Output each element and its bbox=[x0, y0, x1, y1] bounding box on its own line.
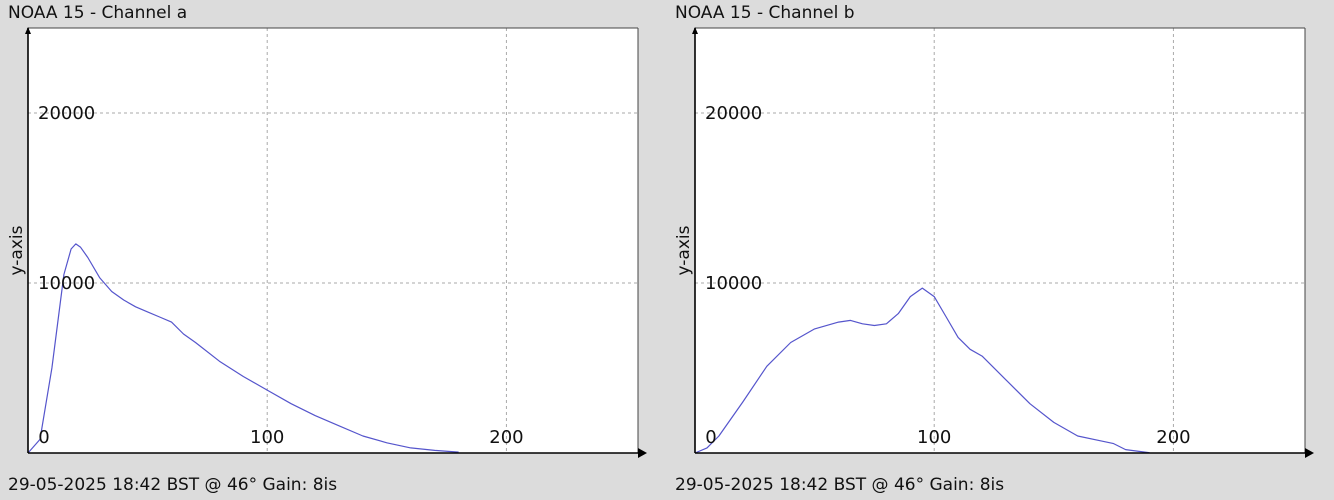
y-axis-label: y-axis bbox=[674, 225, 694, 275]
x-tick-label: 200 bbox=[1156, 427, 1190, 448]
series-line bbox=[27, 243, 459, 454]
x-tick-label: 100 bbox=[250, 427, 284, 448]
chart-plot-a: 0 100 200 10000 20000 y-axis bbox=[7, 27, 647, 458]
x-tick-label: 100 bbox=[917, 427, 951, 448]
plot-area bbox=[28, 28, 638, 453]
plot-area bbox=[695, 28, 1305, 453]
y-axis-label: y-axis bbox=[7, 225, 27, 275]
x-axis-arrow bbox=[1305, 448, 1314, 458]
chart-footer: 29-05-2025 18:42 BST @ 46° Gain: 8is bbox=[675, 475, 1005, 495]
chart-title: NOAA 15 - Channel a bbox=[8, 3, 188, 23]
y-axis-arrow bbox=[25, 27, 31, 34]
y-tick-label: 10000 bbox=[38, 273, 95, 294]
y-axis-arrow bbox=[692, 27, 698, 34]
x-tick-label: 0 bbox=[705, 427, 716, 448]
chart-plot-b: 0 100 200 10000 20000 y-axis bbox=[674, 27, 1314, 458]
chart-title: NOAA 15 - Channel b bbox=[675, 3, 855, 23]
series-line bbox=[694, 287, 1150, 454]
y-tick-label: 10000 bbox=[705, 273, 762, 294]
y-tick-label: 20000 bbox=[705, 103, 762, 124]
x-tick-label: 200 bbox=[489, 427, 523, 448]
chart-footer: 29-05-2025 18:42 BST @ 46° Gain: 8is bbox=[8, 475, 338, 495]
x-axis-arrow bbox=[638, 448, 647, 458]
chart-panel-b: NOAA 15 - Channel b 0 100 200 10000 20000 y-a… bbox=[667, 0, 1327, 500]
chart-panel-a: NOAA 15 - Channel a 0 100 200 10000 20000 y-a… bbox=[0, 0, 660, 500]
x-tick-label: 0 bbox=[38, 427, 49, 448]
y-tick-label: 20000 bbox=[38, 103, 95, 124]
